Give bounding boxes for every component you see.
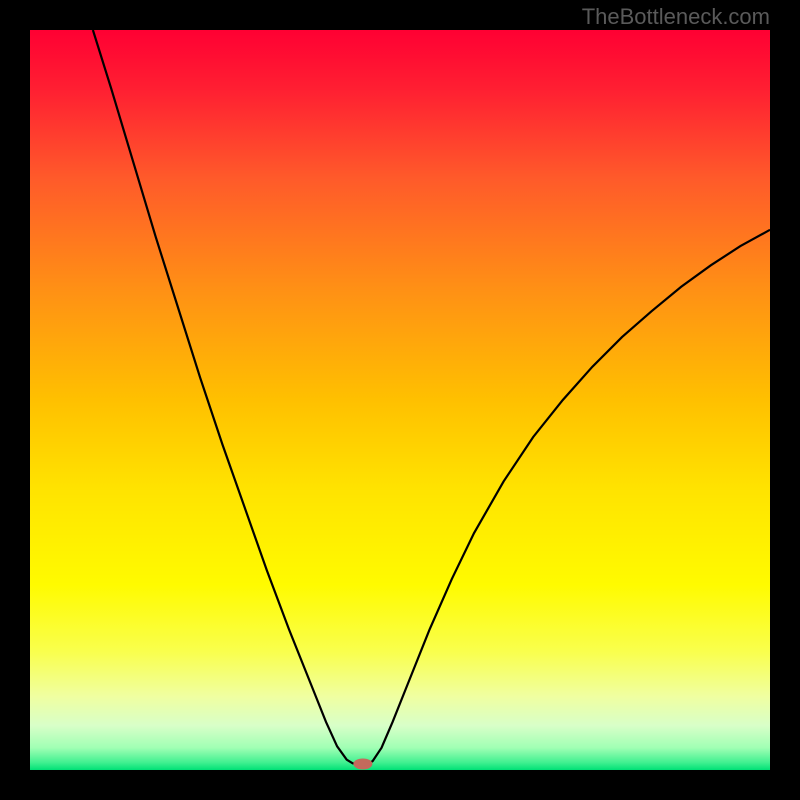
plot-area bbox=[30, 30, 770, 770]
watermark-text: TheBottleneck.com bbox=[582, 4, 770, 30]
bottleneck-curve bbox=[30, 30, 770, 770]
chart-frame: TheBottleneck.com bbox=[0, 0, 800, 800]
